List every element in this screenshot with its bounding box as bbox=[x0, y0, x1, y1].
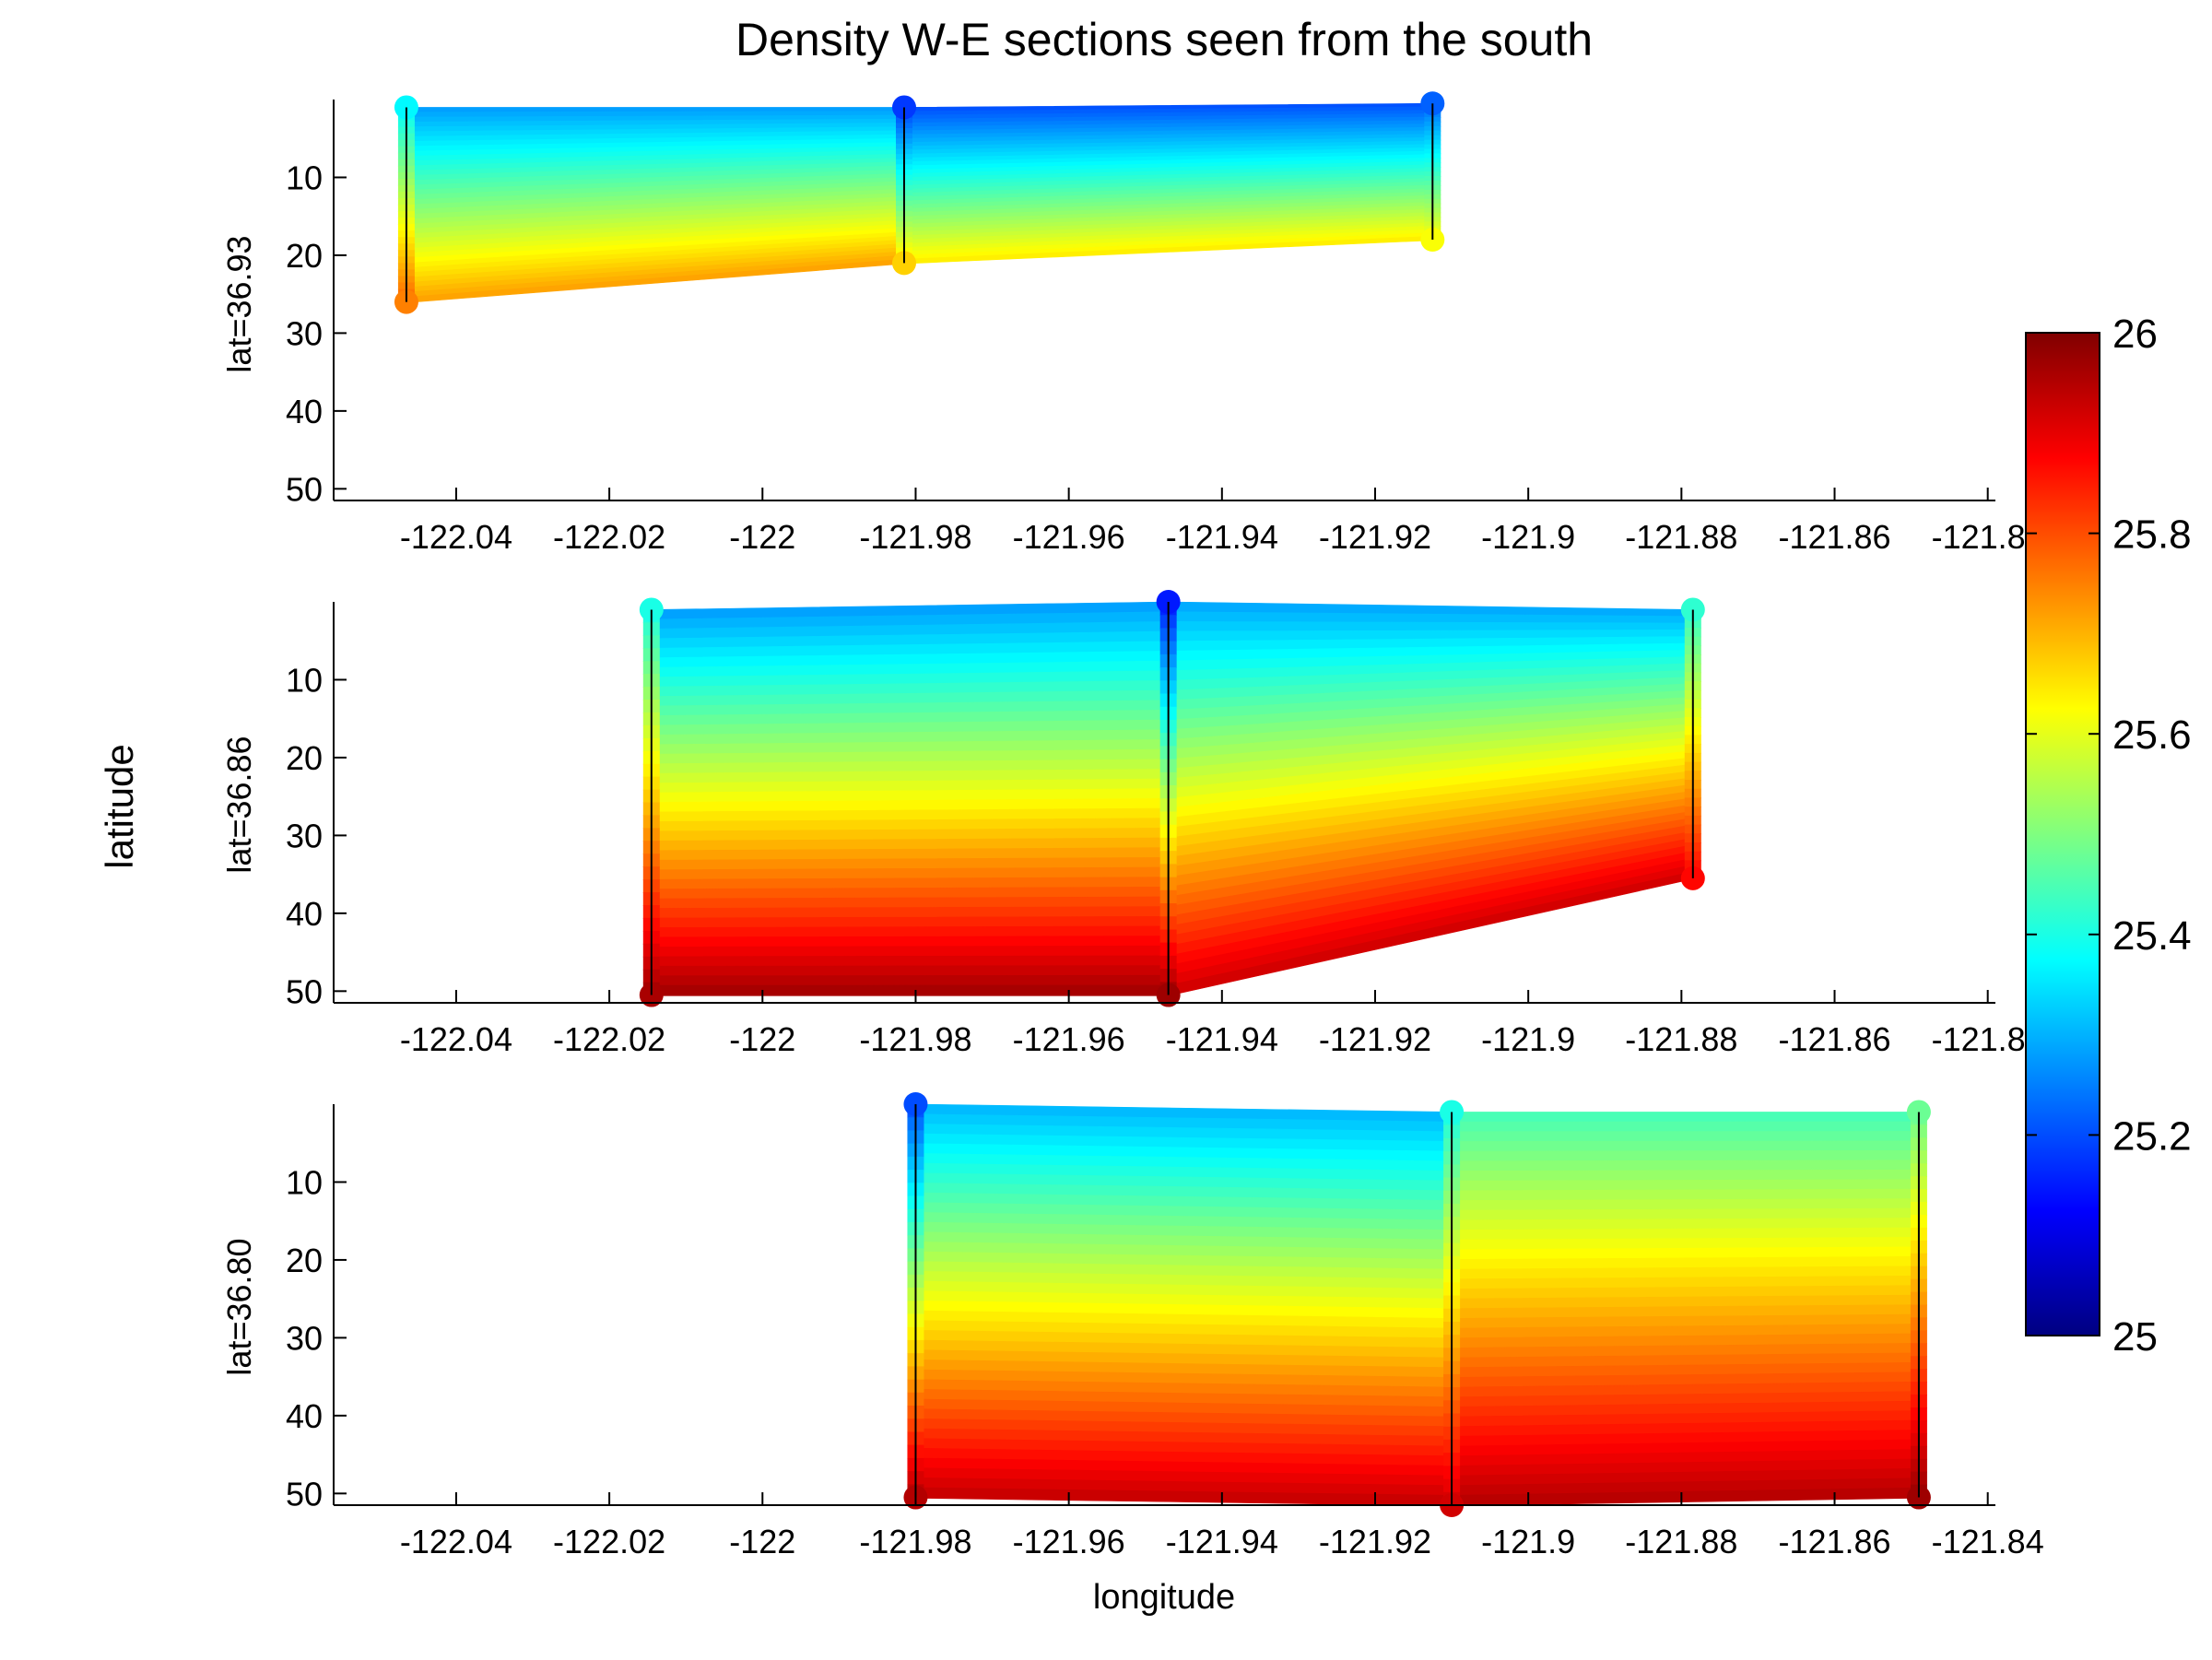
density-band bbox=[651, 945, 1169, 958]
x-tick-label: -121.94 bbox=[1166, 518, 1278, 556]
panel-3: 10 20 30 40 50 -122.04 -122.02 -122 -121.98 -121.… bbox=[220, 1092, 2044, 1560]
station-top-marker bbox=[892, 95, 917, 120]
x-tick-label: -122.02 bbox=[553, 518, 665, 556]
density-band bbox=[651, 965, 1169, 977]
density-band bbox=[1451, 1121, 1920, 1133]
x-tick-label: -121.98 bbox=[859, 1020, 971, 1058]
y-tick-label: 10 bbox=[286, 159, 323, 196]
x-tick-label: -122 bbox=[729, 1523, 795, 1560]
colorbar-tick-label: 25.4 bbox=[2112, 913, 2192, 959]
figure-ylabel: latitude bbox=[98, 744, 141, 868]
x-tick-label: -121.92 bbox=[1319, 518, 1431, 556]
y-tick-label: 30 bbox=[286, 817, 323, 854]
panel-3-plot: 10 20 30 40 50 -122.04 -122.02 -122 -121.98 -121.… bbox=[286, 1092, 2044, 1560]
panel-1: 10 20 30 40 50 -122.04 -122.02 -122 -121.98 -121.… bbox=[220, 91, 2044, 556]
y-tick-label: 40 bbox=[286, 895, 323, 933]
x-tick-label: -121.9 bbox=[1481, 518, 1575, 556]
colorbar-tick-label: 25.2 bbox=[2112, 1113, 2192, 1159]
y-tick-label: 40 bbox=[286, 393, 323, 430]
panel-3-label: lat=36.80 bbox=[220, 1238, 258, 1375]
y-tick-label: 20 bbox=[286, 1242, 323, 1279]
y-tick-label: 50 bbox=[286, 972, 323, 1010]
x-tick-label: -122.04 bbox=[400, 518, 512, 556]
x-tick-label: -121.88 bbox=[1625, 1020, 1737, 1058]
x-tick-label: -121.86 bbox=[1778, 518, 1890, 556]
x-tick-label: -121.96 bbox=[1013, 1523, 1125, 1560]
y-tick-label: 40 bbox=[286, 1397, 323, 1435]
y-tick-label: 20 bbox=[286, 237, 323, 275]
colorbar-tick-label: 25.6 bbox=[2112, 712, 2192, 758]
density-band bbox=[1451, 1112, 1920, 1124]
density-band bbox=[1451, 1131, 1920, 1143]
y-tick-label: 50 bbox=[286, 1475, 323, 1513]
y-tick-label: 30 bbox=[286, 314, 323, 352]
x-tick-label: -122 bbox=[729, 518, 795, 556]
x-tick-label: -121.88 bbox=[1625, 1523, 1737, 1560]
x-tick-label: -121.9 bbox=[1481, 1020, 1575, 1058]
y-tick-label: 20 bbox=[286, 739, 323, 777]
colorbar-tick-label: 25.8 bbox=[2112, 512, 2192, 558]
station-top-marker bbox=[394, 95, 418, 120]
x-tick-label: -121.92 bbox=[1319, 1523, 1431, 1560]
colorbar-tick-label: 26 bbox=[2112, 312, 2158, 357]
x-tick-label: -122.02 bbox=[553, 1523, 665, 1560]
x-tick-label: -121.88 bbox=[1625, 518, 1737, 556]
panel-1-plot: 10 20 30 40 50 -122.04 -122.02 -122 -121.98 -121.… bbox=[286, 91, 2044, 556]
x-tick-label: -121.92 bbox=[1319, 1020, 1431, 1058]
panel-2: 10 20 30 40 50 -122.04 -122.02 -122 -121.98 -121.… bbox=[220, 590, 2044, 1058]
x-tick-label: -121.9 bbox=[1481, 1523, 1575, 1560]
density-band bbox=[651, 974, 1169, 987]
x-tick-label: -121.86 bbox=[1778, 1020, 1890, 1058]
colorbar-ticks: 25 25.2 25.4 25.6 25.8 26 bbox=[2026, 312, 2192, 1360]
colorbar: 25 25.2 25.4 25.6 25.8 26 bbox=[2025, 312, 2192, 1360]
panel-2-label: lat=36.86 bbox=[220, 736, 258, 873]
figure-xlabel: longitude bbox=[1093, 1578, 1235, 1617]
x-tick-label: -121.94 bbox=[1166, 1020, 1278, 1058]
colorbar-gradient bbox=[2025, 332, 2100, 1336]
y-tick-label: 10 bbox=[286, 1163, 323, 1201]
panel-2-plot: 10 20 30 40 50 -122.04 -122.02 -122 -121.98 -121.… bbox=[286, 590, 2044, 1058]
y-tick-label: 30 bbox=[286, 1319, 323, 1357]
density-band bbox=[651, 984, 1169, 996]
x-tick-label: -121.96 bbox=[1013, 1020, 1125, 1058]
x-tick-label: -121.98 bbox=[859, 518, 971, 556]
panel-1-label: lat=36.93 bbox=[220, 235, 258, 372]
density-band bbox=[651, 955, 1169, 968]
figure-title: Density W-E sections seen from the south bbox=[735, 14, 1593, 65]
x-tick-label: -122.04 bbox=[400, 1020, 512, 1058]
x-tick-label: -121.86 bbox=[1778, 1523, 1890, 1560]
x-tick-label: -121.98 bbox=[859, 1523, 971, 1560]
x-tick-label: -122.02 bbox=[553, 1020, 665, 1058]
x-tick-label: -122 bbox=[729, 1020, 795, 1058]
x-tick-label: -121.96 bbox=[1013, 518, 1125, 556]
y-tick-label: 50 bbox=[286, 470, 323, 508]
x-tick-label: -121.84 bbox=[1932, 1523, 2044, 1560]
colorbar-tick-label: 25 bbox=[2112, 1314, 2158, 1360]
x-tick-label: -122.04 bbox=[400, 1523, 512, 1560]
x-tick-label: -121.94 bbox=[1166, 1523, 1278, 1560]
y-tick-label: 10 bbox=[286, 661, 323, 699]
